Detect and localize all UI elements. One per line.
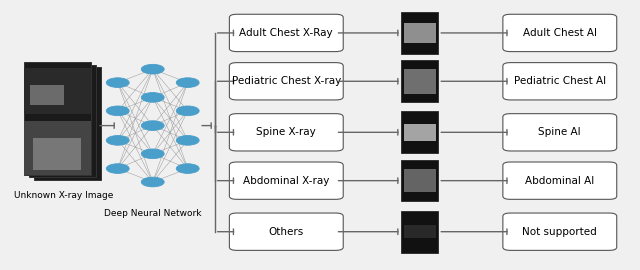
Circle shape — [141, 93, 164, 102]
FancyBboxPatch shape — [401, 112, 438, 153]
Text: Adult Chest AI: Adult Chest AI — [523, 28, 597, 38]
FancyBboxPatch shape — [24, 68, 91, 113]
FancyBboxPatch shape — [229, 14, 343, 52]
Text: Spine X-ray: Spine X-ray — [257, 127, 316, 137]
Text: Unknown X-ray Image: Unknown X-ray Image — [14, 191, 113, 200]
Text: Spine AI: Spine AI — [538, 127, 581, 137]
Text: Not supported: Not supported — [522, 227, 597, 237]
FancyBboxPatch shape — [503, 162, 617, 199]
Circle shape — [141, 64, 164, 74]
Circle shape — [106, 78, 129, 87]
FancyBboxPatch shape — [229, 114, 343, 151]
FancyBboxPatch shape — [404, 22, 436, 43]
Circle shape — [141, 149, 164, 159]
Circle shape — [106, 164, 129, 173]
FancyBboxPatch shape — [34, 67, 101, 180]
FancyBboxPatch shape — [401, 160, 438, 201]
Circle shape — [176, 106, 199, 116]
Circle shape — [176, 78, 199, 87]
FancyBboxPatch shape — [229, 162, 343, 199]
FancyBboxPatch shape — [404, 124, 436, 141]
FancyBboxPatch shape — [401, 211, 438, 252]
Circle shape — [176, 164, 199, 173]
FancyBboxPatch shape — [503, 114, 617, 151]
Text: Others: Others — [269, 227, 304, 237]
Text: Abdominal X-ray: Abdominal X-ray — [243, 176, 330, 186]
FancyBboxPatch shape — [229, 213, 343, 250]
FancyBboxPatch shape — [404, 225, 436, 238]
Text: Deep Neural Network: Deep Neural Network — [104, 209, 202, 218]
Text: Pediatric Chest X-ray: Pediatric Chest X-ray — [232, 76, 341, 86]
Circle shape — [176, 136, 199, 145]
FancyBboxPatch shape — [404, 69, 436, 94]
FancyBboxPatch shape — [404, 169, 436, 192]
FancyBboxPatch shape — [24, 121, 91, 175]
Circle shape — [106, 136, 129, 145]
FancyBboxPatch shape — [33, 138, 81, 170]
FancyBboxPatch shape — [229, 63, 343, 100]
FancyBboxPatch shape — [503, 63, 617, 100]
Text: Abdominal AI: Abdominal AI — [525, 176, 595, 186]
Circle shape — [141, 121, 164, 130]
FancyBboxPatch shape — [401, 60, 438, 102]
Circle shape — [141, 177, 164, 187]
FancyBboxPatch shape — [503, 14, 617, 52]
Circle shape — [106, 106, 129, 116]
FancyBboxPatch shape — [24, 62, 91, 175]
Text: Pediatric Chest AI: Pediatric Chest AI — [514, 76, 606, 86]
FancyBboxPatch shape — [401, 12, 438, 54]
FancyBboxPatch shape — [503, 213, 617, 250]
Text: Adult Chest X-Ray: Adult Chest X-Ray — [239, 28, 333, 38]
FancyBboxPatch shape — [30, 85, 64, 106]
FancyBboxPatch shape — [29, 65, 96, 177]
